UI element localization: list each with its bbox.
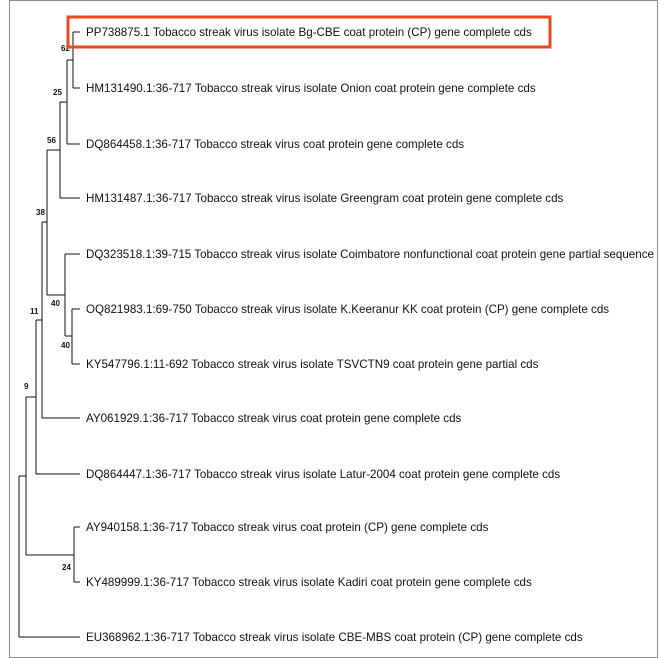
branch-node-inner [25,396,74,556]
branch-node-9 [35,319,80,475]
branch-node-11 [41,221,80,419]
leaf-label: DQ323518.1:39-715 Tobacco streak virus i… [86,248,654,261]
leaf-label: PP738875.1 Tobacco streak virus isolate … [86,26,532,39]
bootstrap-n11: 11 [30,307,39,316]
bootstrap-n40a: 40 [51,299,60,308]
leaf-label: DQ864458.1:36-717 Tobacco streak virus c… [86,138,464,151]
leaf-label: AY061929.1:36-717 Tobacco streak virus c… [86,412,462,425]
leaf-labels: PP738875.1 Tobacco streak virus isolate … [86,26,654,644]
branch-node-62 [72,31,80,89]
branch-node-24 [73,526,80,583]
branch-node-56 [59,101,80,199]
figure-frame [9,0,658,658]
bootstrap-n40b: 40 [61,341,70,350]
bootstrap-n62: 62 [61,44,70,53]
leaf-label: DQ864447.1:36-717 Tobacco streak virus i… [86,468,560,481]
tree-branches [18,31,80,638]
branch-root [18,475,80,638]
bootstrap-n38: 38 [36,208,45,217]
bootstrap-values: 62 25 56 38 40 40 11 9 24 [24,44,71,572]
bootstrap-n9: 9 [24,382,29,391]
bootstrap-n25: 25 [53,88,62,97]
leaf-label: EU368962.1:36-717 Tobacco streak virus i… [86,631,583,644]
leaf-label: HM131487.1:36-717 Tobacco streak virus i… [86,192,564,205]
highlight-box [66,15,552,49]
leaf-label: OQ821983.1:69-750 Tobacco streak virus i… [86,303,609,316]
bootstrap-n24: 24 [62,563,71,572]
leaf-label: HM131490.1:36-717 Tobacco streak virus i… [86,82,536,95]
leaf-label: KY489999.1:36-717 Tobacco streak virus i… [86,576,532,589]
branch-node-38 [46,149,65,296]
leaf-label: AY940158.1:36-717 Tobacco streak virus c… [86,521,489,534]
branch-node-40b [71,308,80,365]
leaf-label: KY547796.1:11-692 Tobacco streak virus i… [86,358,539,371]
bootstrap-n56: 56 [47,136,56,145]
